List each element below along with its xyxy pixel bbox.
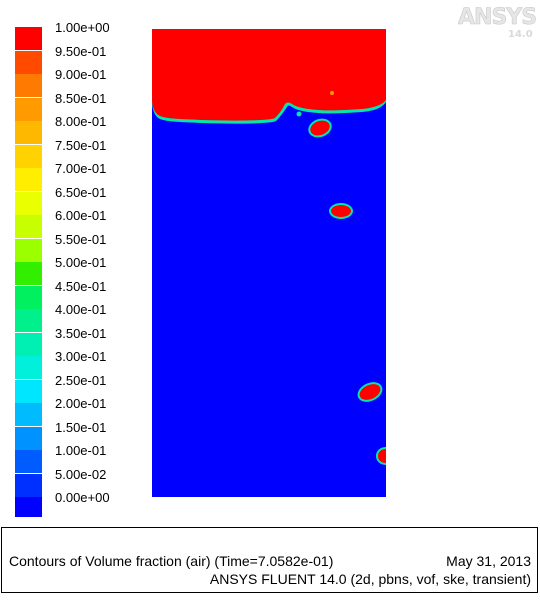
ansys-logo: ANSYS 14.0 — [456, 4, 538, 44]
legend-row-7: 6.50e-01 — [15, 185, 145, 215]
legend-swatch — [15, 121, 42, 144]
legend-label: 9.50e-01 — [55, 43, 107, 59]
legend-row-10: 5.00e-01 — [15, 255, 145, 285]
caption-title: Contours of Volume fraction (air) (Time=… — [9, 553, 334, 569]
legend-row-9: 5.50e-01 — [15, 232, 145, 262]
legend-row-13: 3.50e-01 — [15, 326, 145, 356]
legend-row-0: 1.00e+00 — [15, 20, 145, 50]
legend-row-20: 0.00e+00 — [15, 490, 145, 517]
legend-row-19: 5.00e-02 — [15, 467, 145, 497]
legend-swatch — [15, 74, 42, 97]
legend-row-6: 7.00e-01 — [15, 161, 145, 191]
legend-row-4: 8.00e-01 — [15, 114, 145, 144]
small-bubble — [296, 111, 302, 117]
legend-label: 1.00e-01 — [55, 443, 107, 458]
air-droplet — [330, 91, 334, 95]
legend-row-11: 4.50e-01 — [15, 279, 145, 309]
legend-swatch — [15, 379, 42, 403]
legend-swatch — [15, 450, 42, 473]
legend-label: 3.50e-01 — [55, 325, 107, 341]
caption-solver-info: ANSYS FLUENT 14.0 (2d, pbns, vof, ske, t… — [209, 571, 531, 587]
legend-swatch — [15, 50, 42, 74]
legend-swatch — [15, 403, 42, 426]
legend-swatch — [15, 356, 42, 379]
logo-brand: ANSYS — [458, 5, 536, 30]
air-bubble — [378, 449, 386, 463]
legend-row-2: 9.00e-01 — [15, 67, 145, 97]
legend-row-17: 1.50e-01 — [15, 420, 145, 450]
legend-swatch — [15, 97, 42, 121]
legend-label: 2.00e-01 — [55, 396, 107, 411]
legend-row-3: 8.50e-01 — [15, 91, 145, 121]
legend-row-1: 9.50e-01 — [15, 44, 145, 74]
legend-row-8: 6.00e-01 — [15, 208, 145, 238]
legend-row-12: 4.00e-01 — [15, 302, 145, 332]
legend-swatch — [15, 144, 42, 168]
legend-swatch — [15, 191, 42, 215]
legend-label: 4.00e-01 — [55, 302, 107, 317]
plot-caption-box: Contours of Volume fraction (air) (Time=… — [1, 527, 538, 593]
legend-row-16: 2.00e-01 — [15, 396, 145, 426]
air-bubble — [331, 205, 351, 217]
legend-label: 0.00e+00 — [55, 490, 110, 505]
legend-row-18: 1.00e-01 — [15, 443, 145, 473]
legend-row-5: 7.50e-01 — [15, 138, 145, 168]
legend-label: 8.00e-01 — [55, 114, 107, 129]
legend-label: 4.50e-01 — [55, 278, 107, 294]
legend-swatch — [15, 426, 42, 450]
contour-field — [152, 29, 386, 497]
caption-date: May 31, 2013 — [446, 553, 531, 569]
legend-label: 5.00e-01 — [55, 255, 107, 270]
legend-row-14: 3.00e-01 — [15, 349, 145, 379]
legend-label: 6.00e-01 — [55, 208, 107, 223]
legend-row-15: 2.50e-01 — [15, 373, 145, 403]
ansys-logo-graphic: ANSYS 14.0 — [458, 5, 538, 40]
legend-label: 7.50e-01 — [55, 137, 107, 153]
air-bubble — [359, 384, 381, 400]
legend-swatch — [15, 262, 42, 285]
legend-label: 1.50e-01 — [55, 419, 107, 435]
legend-swatch — [15, 238, 42, 262]
air-bubble — [310, 120, 330, 136]
legend-label: 9.00e-01 — [55, 67, 107, 82]
legend-swatch — [15, 497, 42, 517]
legend-swatch — [15, 215, 42, 238]
logo-version: 14.0 — [508, 29, 533, 40]
legend-label: 3.00e-01 — [55, 349, 107, 364]
legend-label: 2.50e-01 — [55, 372, 107, 388]
legend-swatch — [15, 285, 42, 309]
legend-swatch — [15, 473, 42, 497]
legend-label: 7.00e-01 — [55, 161, 107, 176]
air-region — [152, 29, 386, 121]
legend-label: 1.00e+00 — [55, 20, 110, 35]
legend-swatch — [15, 27, 42, 50]
contour-plot-area — [152, 29, 386, 497]
legend-swatch — [15, 168, 42, 191]
legend-label: 5.00e-02 — [55, 466, 107, 482]
legend-swatch — [15, 309, 42, 332]
legend-label: 5.50e-01 — [55, 231, 107, 247]
legend-swatch — [15, 332, 42, 356]
legend-label: 8.50e-01 — [55, 90, 107, 106]
legend-label: 6.50e-01 — [55, 184, 107, 200]
